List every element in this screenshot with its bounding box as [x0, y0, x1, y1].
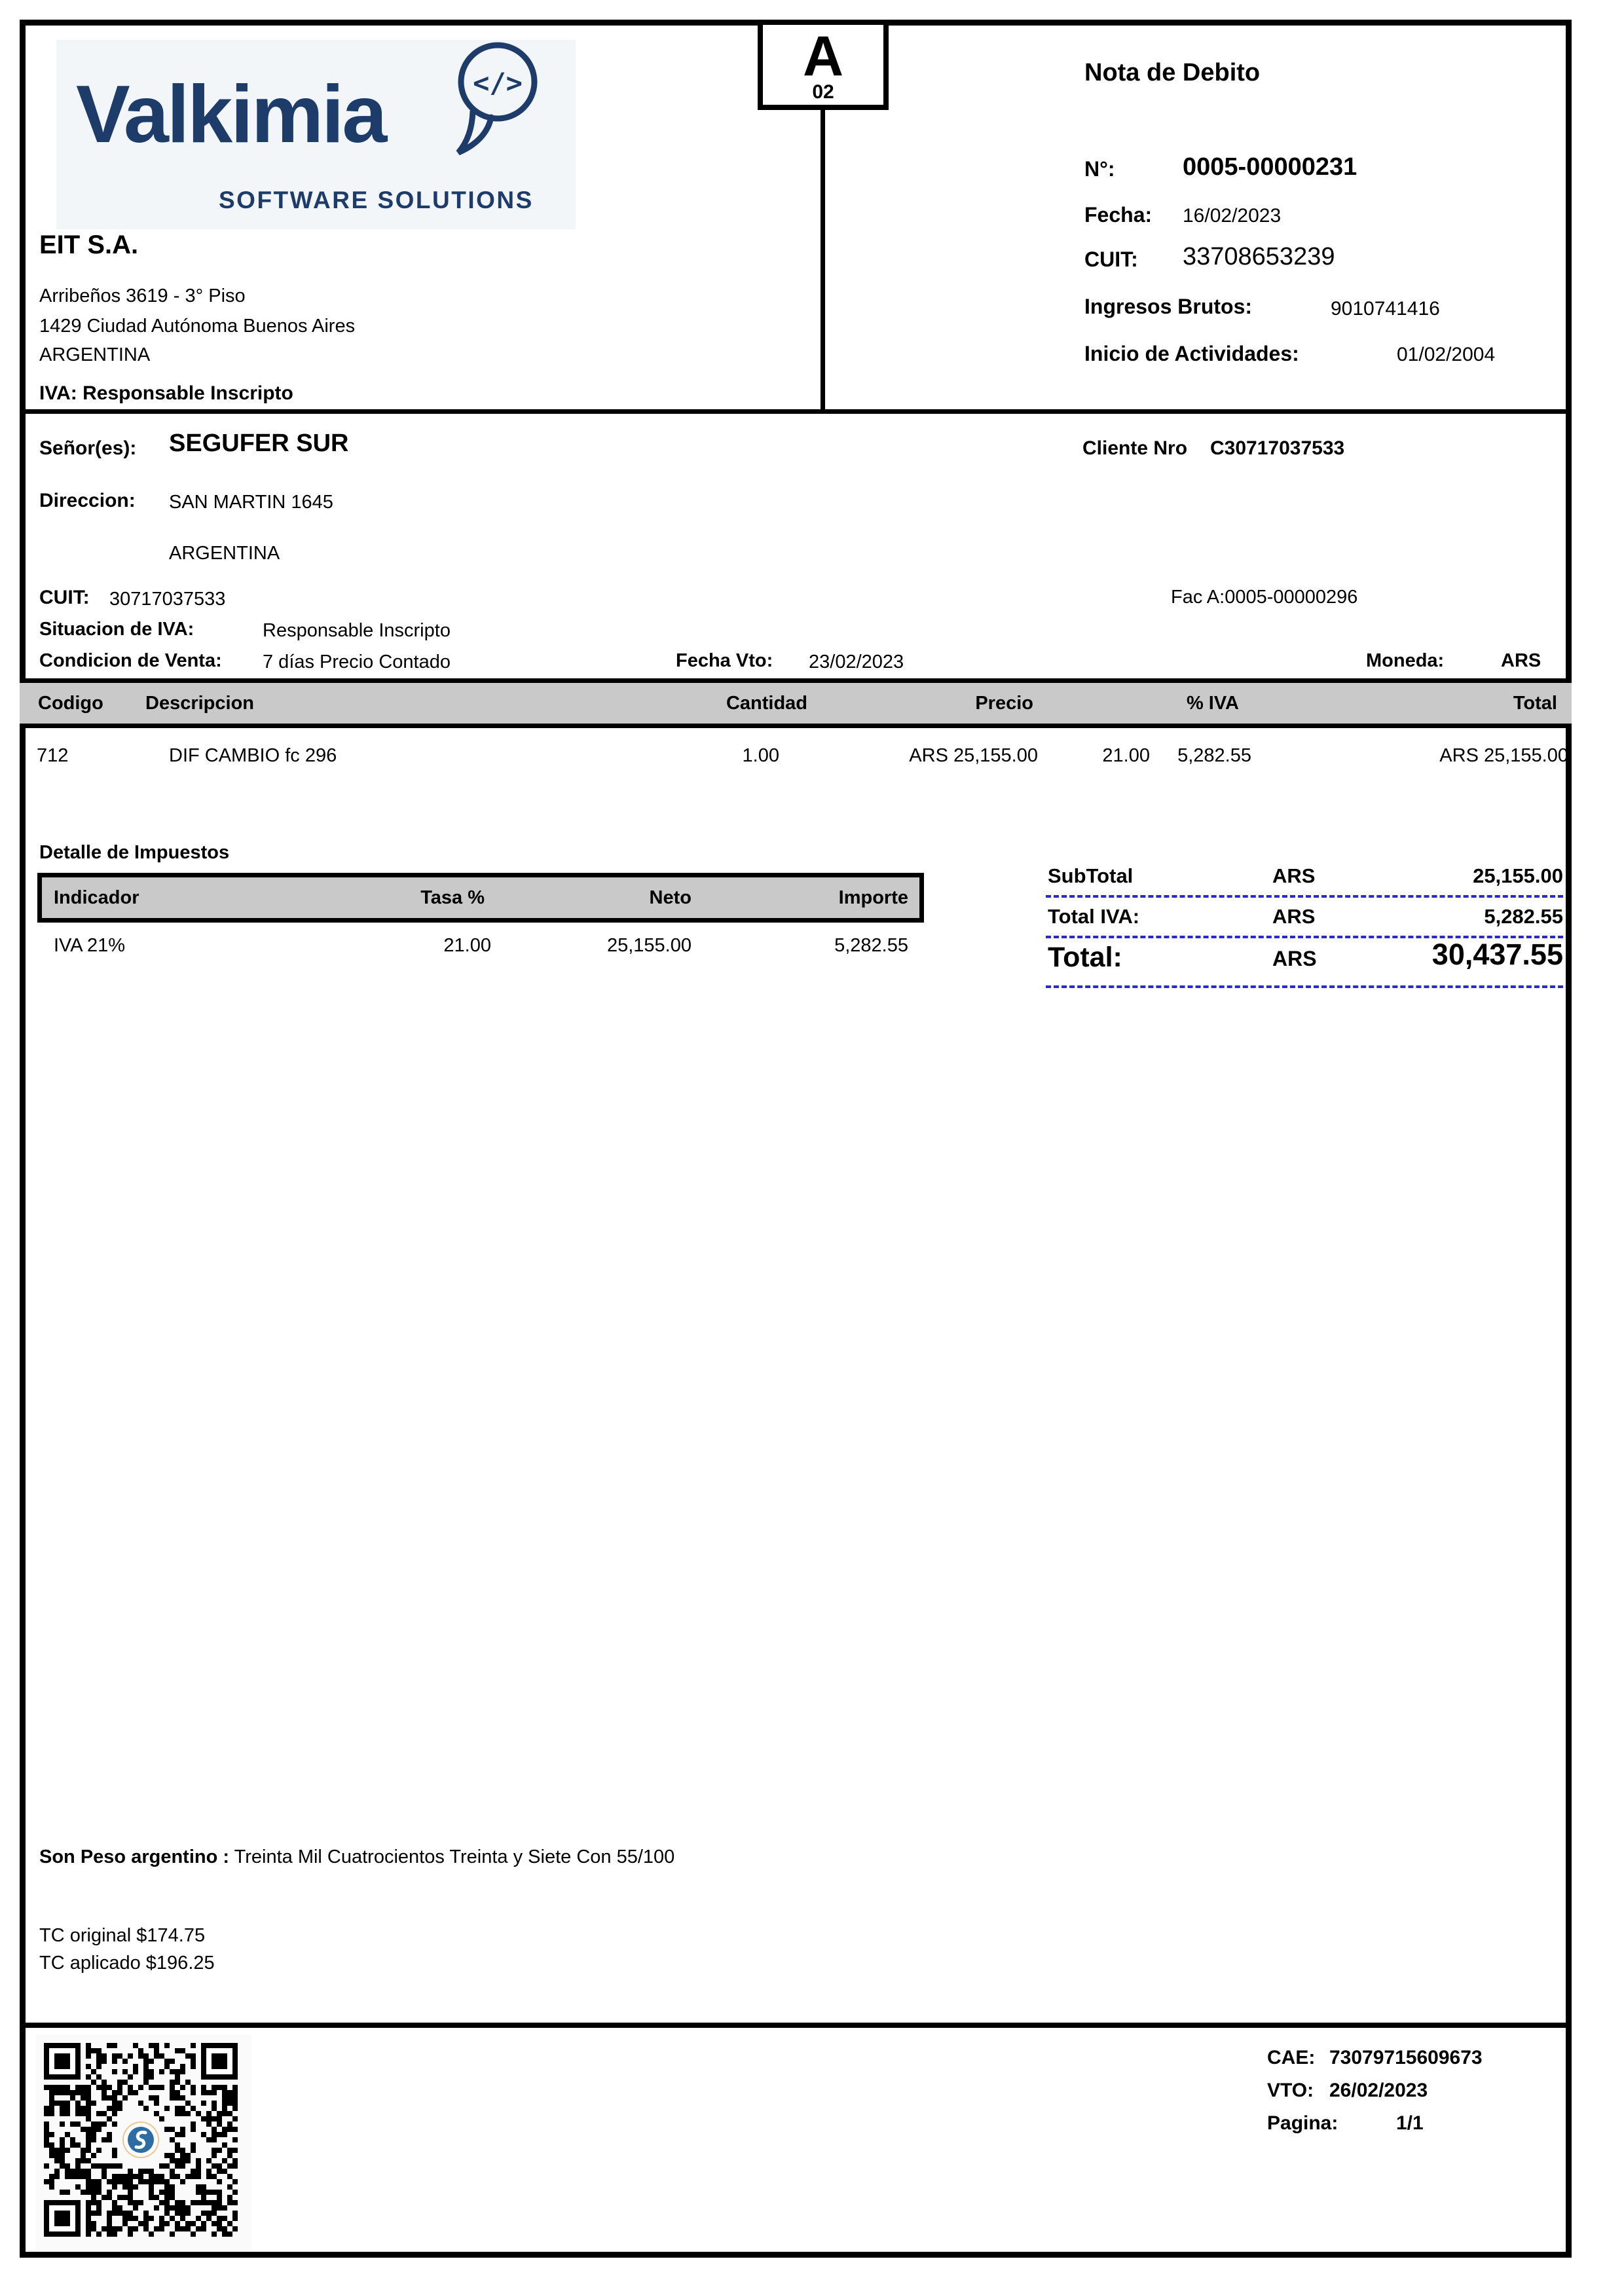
issuer-cuit-label: CUIT:: [1084, 248, 1138, 271]
cae-vto-value: 26/02/2023: [1329, 2080, 1428, 2101]
date-label: Fecha:: [1084, 203, 1153, 227]
page-value: 1/1: [1396, 2112, 1424, 2134]
cae-vto-label: VTO:: [1267, 2080, 1314, 2101]
dashed-separator: [1046, 985, 1563, 988]
issuer-logo-block: Valkimia </> SOFTWARE SOLUTIONS: [56, 40, 576, 229]
client-number-value: C30717037533: [1210, 437, 1345, 459]
issuer-iva-condition: IVA: Responsable Inscripto: [39, 382, 293, 404]
item-iva-amount: 5,282.55: [1177, 745, 1251, 766]
activities-start-value: 01/02/2004: [1397, 344, 1496, 365]
due-date-label: Fecha Vto:: [676, 650, 773, 671]
tax-column-importe: Importe: [838, 887, 908, 908]
currency-label: Moneda:: [1366, 650, 1445, 671]
date-value: 16/02/2023: [1183, 205, 1282, 227]
tax-net: 25,155.00: [606, 935, 692, 956]
number-label: N°:: [1084, 157, 1115, 181]
tax-column-neto: Neto: [649, 887, 692, 908]
cae-label: CAE:: [1267, 2047, 1316, 2068]
item-code: 712: [37, 745, 69, 766]
code-glyph: </>: [473, 67, 523, 99]
qr-center-logo: [122, 2121, 159, 2158]
header-separator-line: [20, 409, 1572, 414]
tax-column-indicador: Indicador: [54, 887, 139, 908]
invoice-letter-code: 02: [812, 81, 834, 103]
subtotal-amount: 25,155.00: [1473, 864, 1563, 887]
column-header-descripcion: Descripcion: [145, 693, 254, 714]
column-header-precio: Precio: [975, 693, 1033, 714]
amount-in-words-text: Treinta Mil Cuatrocientos Treinta y Siet…: [234, 1846, 675, 1867]
issuer-name: EIT S.A.: [39, 230, 139, 259]
subtotal-currency: ARS: [1272, 864, 1316, 887]
related-invoice-reference: Fac A:0005-00000296: [1171, 587, 1358, 608]
customer-name: SEGUFER SUR: [169, 430, 349, 457]
total-currency: ARS: [1272, 947, 1317, 970]
column-header-iva-pct: % IVA: [1186, 693, 1240, 714]
tax-rate: 21.00: [443, 935, 491, 956]
items-header-row: Codigo Descripcion Cantidad Precio % IVA…: [20, 678, 1572, 728]
page-label: Pagina:: [1267, 2112, 1338, 2134]
invoice-letter: A: [802, 25, 844, 88]
dashed-separator: [1046, 936, 1563, 938]
logo-tagline: SOFTWARE SOLUTIONS: [219, 187, 534, 213]
header-vertical-divider: [821, 110, 825, 409]
document-title: Nota de Debito: [1084, 59, 1261, 86]
issuer-address-line2: 1429 Ciudad Autónoma Buenos Aires: [39, 316, 356, 337]
cae-value: 73079715609673: [1329, 2047, 1483, 2068]
tax-amount: 5,282.55: [834, 935, 908, 956]
customer-cuit-value: 30717037533: [109, 589, 226, 610]
code-bubble-icon: </>: [456, 42, 538, 156]
exchange-rate-applied: TC aplicado $196.25: [39, 1953, 215, 1974]
tax-detail-title: Detalle de Impuestos: [39, 842, 230, 863]
issuer-cuit-value: 33708653239: [1183, 243, 1335, 270]
item-price: ARS 25,155.00: [909, 745, 1038, 766]
gross-income-label: Ingresos Brutos:: [1084, 295, 1253, 318]
amount-in-words: Son Peso argentino : Treinta Mil Cuatroc…: [39, 1846, 674, 1868]
due-date-value: 23/02/2023: [809, 652, 904, 672]
total-iva-label: Total IVA:: [1048, 905, 1140, 928]
customer-address-label: Direccion:: [39, 490, 136, 511]
dashed-separator: [1046, 895, 1563, 898]
item-total: ARS 25,155.00: [1439, 745, 1568, 766]
amount-in-words-label: Son Peso argentino :: [39, 1846, 230, 1867]
item-iva-percent: 21.00: [1102, 745, 1150, 766]
qr-code: [44, 2043, 238, 2237]
item-quantity: 1.00: [742, 745, 779, 766]
item-description: DIF CAMBIO fc 296: [169, 745, 337, 766]
number-value: 0005-00000231: [1183, 153, 1357, 181]
sale-condition-value: 7 días Precio Contado: [263, 652, 451, 672]
subtotal-label: SubTotal: [1048, 864, 1134, 887]
tax-header-row: Indicador Tasa % Neto Importe: [37, 873, 924, 923]
activities-start-label: Inicio de Actividades:: [1084, 342, 1299, 365]
issuer-address-line1: Arribeños 3619 - 3° Piso: [39, 285, 246, 306]
customer-country: ARGENTINA: [169, 543, 280, 564]
column-header-cantidad: Cantidad: [726, 693, 807, 714]
exchange-rate-original: TC original $174.75: [39, 1925, 206, 1946]
client-number-label: Cliente Nro: [1082, 437, 1188, 459]
customer-label: Señor(es):: [39, 437, 137, 459]
total-label: Total:: [1048, 942, 1122, 973]
total-amount: 30,437.55: [1431, 938, 1563, 971]
iva-situation-value: Responsable Inscripto: [263, 620, 451, 641]
document-border: [20, 20, 1572, 2258]
currency-value: ARS: [1501, 650, 1541, 671]
footer-separator-line: [20, 2023, 1572, 2028]
invoice-letter-box: A 02: [758, 20, 889, 110]
column-header-codigo: Codigo: [38, 693, 103, 714]
customer-address-value: SAN MARTIN 1645: [169, 492, 333, 513]
gross-income-value: 9010741416: [1331, 298, 1440, 320]
sale-condition-label: Condicion de Venta:: [39, 650, 222, 671]
valkimia-logo-text: Valkimia: [76, 69, 387, 160]
issuer-address-line3: ARGENTINA: [39, 344, 151, 365]
total-iva-currency: ARS: [1272, 905, 1316, 928]
column-header-total: Total: [1513, 693, 1557, 714]
customer-cuit-label: CUIT:: [39, 587, 90, 608]
total-iva-amount: 5,282.55: [1484, 905, 1563, 928]
afip-s-icon: [128, 2127, 154, 2153]
iva-situation-label: Situacion de IVA:: [39, 619, 194, 640]
tax-indicator: IVA 21%: [54, 935, 126, 956]
tax-column-tasa: Tasa %: [420, 887, 485, 908]
